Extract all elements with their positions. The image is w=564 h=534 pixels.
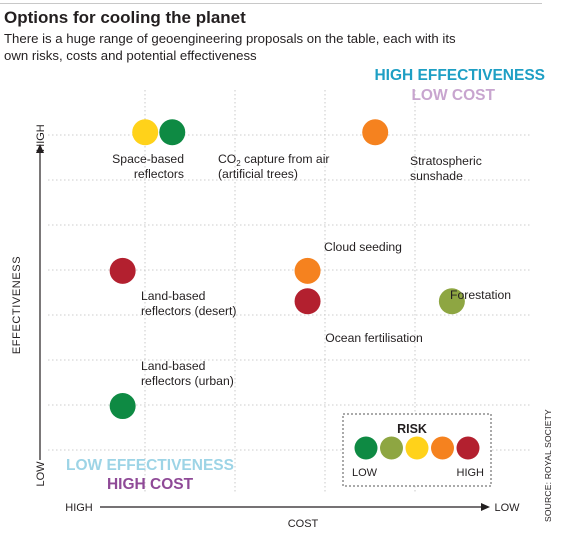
source-note: SOURCE: ROYAL SOCIETY bbox=[543, 409, 553, 522]
x-axis-label: COST bbox=[288, 518, 319, 530]
data-point bbox=[109, 257, 136, 284]
y-axis-label: EFFECTIVENESS bbox=[11, 256, 23, 354]
point-label-land-reflectors-urban: reflectors (urban) bbox=[141, 374, 234, 388]
y-tick-label-high: HIGH bbox=[35, 124, 47, 152]
point-label-stratospheric-sunshade: Stratospheric bbox=[410, 154, 482, 168]
data-point bbox=[109, 393, 136, 420]
risk-legend: RISK LOW HIGH bbox=[342, 413, 492, 487]
legend-title: RISK bbox=[397, 422, 427, 436]
point-label-co2-capture: CO2 capture from air bbox=[218, 152, 329, 168]
legend-swatch-high bbox=[431, 436, 454, 460]
corner-label-high-cost: HIGH COST bbox=[107, 476, 194, 493]
data-point bbox=[159, 119, 186, 146]
y-axis-arrow bbox=[36, 144, 44, 153]
y-tick-label-low: LOW bbox=[35, 461, 47, 487]
point-label-space-based-reflectors: reflectors bbox=[134, 167, 184, 181]
point-label-land-reflectors-desert: Land-based bbox=[141, 289, 205, 303]
corner-label-low-cost: LOW COST bbox=[411, 87, 495, 104]
legend-swatch-very-low bbox=[354, 436, 378, 460]
legend-low-label: LOW bbox=[352, 467, 378, 479]
point-label-ocean-fertilisation: Ocean fertilisation bbox=[325, 331, 423, 345]
data-point bbox=[294, 257, 321, 284]
point-label-land-reflectors-desert: reflectors (desert) bbox=[141, 304, 237, 318]
data-point bbox=[438, 288, 465, 315]
data-point bbox=[362, 119, 389, 146]
x-axis-arrow bbox=[481, 503, 490, 511]
corner-label-high-effectiveness: HIGH EFFECTIVENESS bbox=[374, 67, 545, 84]
point-label-cloud-seeding: Cloud seeding bbox=[324, 240, 402, 254]
point-label-stratospheric-sunshade: sunshade bbox=[410, 169, 463, 183]
chart-title: Options for cooling the planet bbox=[4, 8, 246, 27]
legend-swatch-medium bbox=[405, 436, 429, 460]
point-label-space-based-reflectors: Space-based bbox=[112, 152, 184, 166]
corner-label-low-effectiveness: LOW EFFECTIVENESS bbox=[66, 457, 234, 474]
legend-swatch-very-high bbox=[456, 436, 480, 460]
data-point bbox=[294, 288, 321, 315]
legend-high-label: HIGH bbox=[457, 467, 485, 479]
point-label-co2-capture-line2: (artificial trees) bbox=[218, 167, 298, 181]
legend-swatch-low bbox=[380, 436, 403, 460]
top-rule bbox=[0, 3, 542, 4]
point-label-land-reflectors-urban: Land-based bbox=[141, 359, 205, 373]
data-point bbox=[132, 119, 159, 146]
chart-subtitle: There is a huge range of geoengineering … bbox=[4, 31, 456, 63]
x-tick-label-high: HIGH bbox=[65, 502, 93, 514]
point-label-forestation: Forestation bbox=[450, 288, 511, 302]
x-tick-label-low: LOW bbox=[494, 502, 520, 514]
